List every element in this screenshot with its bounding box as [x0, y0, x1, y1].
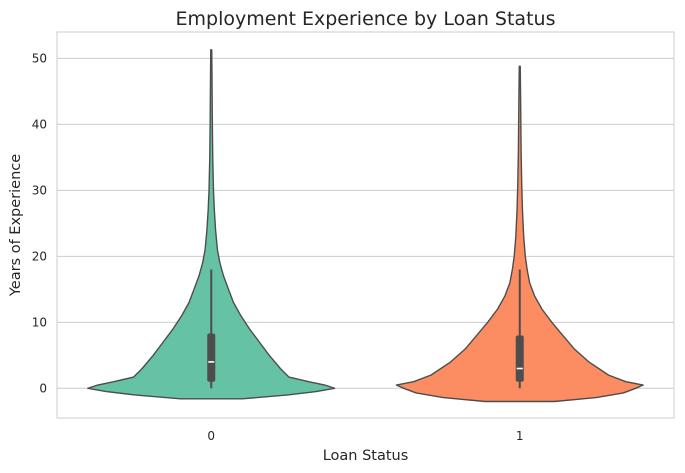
- x-axis-label: Loan Status: [323, 448, 409, 464]
- violin-1: [395, 65, 644, 403]
- iqr-box-0: [207, 333, 216, 382]
- x-tick-label-1: 1: [516, 429, 524, 443]
- y-tick-label-0: 0: [39, 381, 47, 395]
- y-tick-label-20: 20: [32, 249, 47, 263]
- plot-frame: [56, 31, 675, 419]
- y-tick-label-50: 50: [32, 51, 47, 65]
- chart-title: Employment Experience by Loan Status: [176, 8, 556, 30]
- x-tick-label-0: 0: [207, 429, 215, 443]
- grid-lines: [57, 57, 674, 389]
- violins: [87, 49, 644, 403]
- y-axis-label: Years of Experience: [8, 154, 24, 297]
- y-tick-label-40: 40: [32, 117, 47, 131]
- iqr-box-1: [515, 335, 524, 382]
- y-tick-label-10: 10: [32, 315, 47, 329]
- y-tick-labels: 0 10 20 30 40 50: [32, 51, 47, 395]
- y-tick-label-30: 30: [32, 183, 47, 197]
- violin-0: [87, 49, 336, 400]
